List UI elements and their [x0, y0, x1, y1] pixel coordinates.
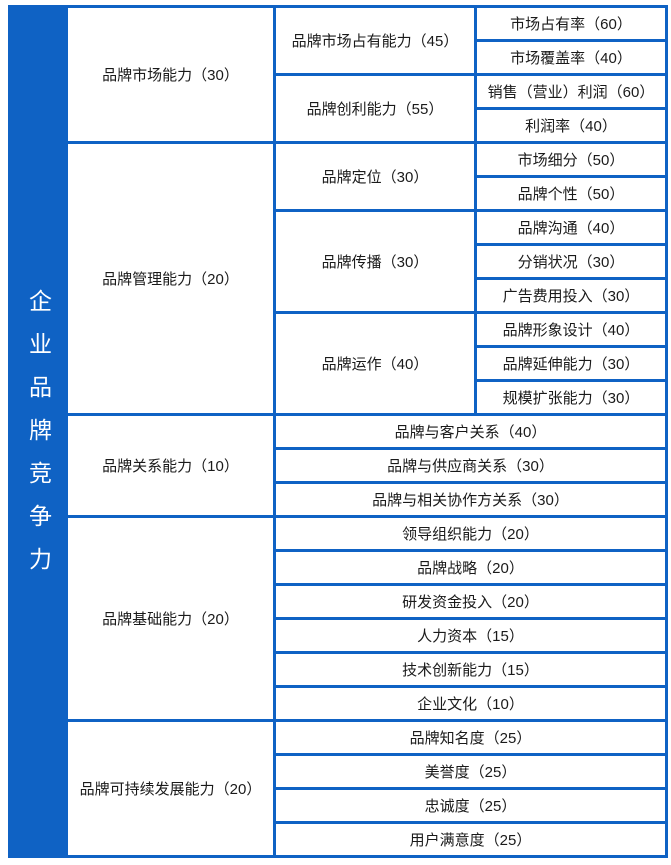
leaf-cell: 品牌形象设计（40）	[474, 311, 668, 348]
table-row: 品牌可持续发展能力（20） 品牌知名度（25）	[10, 719, 668, 858]
table-row: 品牌关系能力（10） 品牌与客户关系（40）	[10, 413, 668, 518]
table-row: 品牌运作（40） 品牌形象设计（40）	[10, 311, 668, 416]
table-row: 品牌管理能力（20） 品牌定位（30） 市场细分（50）	[10, 141, 668, 416]
leaf-cell: 品牌与客户关系（40）	[273, 413, 668, 450]
leaf-cell: 规模扩张能力（30）	[474, 379, 668, 416]
leaf-cell: 人力资本（15）	[273, 617, 668, 654]
leaf-cell: 品牌战略（20）	[273, 549, 668, 586]
level2-cell-communication: 品牌传播（30）	[273, 209, 477, 314]
table-row: 广告费用投入（30）	[10, 277, 668, 314]
table-row: 利润率（40）	[10, 107, 668, 144]
table-row: 品牌基础能力（20） 领导组织能力（20）	[10, 515, 668, 722]
table-row: 品牌与相关协作方关系（30）	[10, 481, 668, 518]
level2-cell-profit-ability: 品牌创利能力（55）	[273, 73, 477, 144]
table-row: 技术创新能力（15）	[10, 651, 668, 688]
table-row: 品牌与供应商关系（30）	[10, 447, 668, 484]
leaf-cell: 忠诚度（25）	[273, 787, 668, 824]
leaf-cell: 技术创新能力（15）	[273, 651, 668, 688]
leaf-cell: 销售（营业）利润（60）	[474, 73, 668, 110]
table-row: 忠诚度（25）	[10, 787, 668, 824]
brand-competitiveness-table: 企业品牌竞争力 品牌市场能力（30） 品牌市场占有能力（45） 市场占有率（60…	[8, 5, 668, 858]
leaf-cell: 分销状况（30）	[474, 243, 668, 280]
table-row: 研发资金投入（20）	[10, 583, 668, 620]
table-row: 品牌战略（20）	[10, 549, 668, 586]
root-title-cell: 企业品牌竞争力	[8, 5, 68, 858]
level2-cell-market-share-ability: 品牌市场占有能力（45）	[273, 5, 477, 76]
leaf-cell: 广告费用投入（30）	[474, 277, 668, 314]
leaf-cell: 市场覆盖率（40）	[474, 39, 668, 76]
level1-cell-sustainable: 品牌可持续发展能力（20）	[65, 719, 276, 858]
table-row: 企业文化（10）	[10, 685, 668, 722]
level1-cell-foundation: 品牌基础能力（20）	[65, 515, 276, 722]
table-row: 分销状况（30）	[10, 243, 668, 280]
level1-cell-market: 品牌市场能力（30）	[65, 5, 276, 144]
table-row: 市场覆盖率（40）	[10, 39, 668, 76]
table-row: 品牌传播（30） 品牌沟通（40）	[10, 209, 668, 314]
leaf-cell: 企业文化（10）	[273, 685, 668, 722]
level1-cell-management: 品牌管理能力（20）	[65, 141, 276, 416]
table-row: 品牌延伸能力（30）	[10, 345, 668, 382]
table-row: 企业品牌竞争力 品牌市场能力（30） 品牌市场占有能力（45） 市场占有率（60…	[8, 5, 668, 858]
leaf-cell: 市场细分（50）	[474, 141, 668, 178]
level1-cell-relationship: 品牌关系能力（10）	[65, 413, 276, 518]
table-row: 用户满意度（25）	[10, 821, 668, 858]
leaf-cell: 品牌延伸能力（30）	[474, 345, 668, 382]
leaf-cell: 品牌个性（50）	[474, 175, 668, 212]
table-row: 人力资本（15）	[10, 617, 668, 654]
leaf-cell: 品牌知名度（25）	[273, 719, 668, 756]
leaf-cell: 领导组织能力（20）	[273, 515, 668, 552]
leaf-cell: 品牌沟通（40）	[474, 209, 668, 246]
leaf-cell: 市场占有率（60）	[474, 5, 668, 42]
leaf-cell: 美誉度（25）	[273, 753, 668, 790]
table-row: 美誉度（25）	[10, 753, 668, 790]
leaf-cell: 用户满意度（25）	[273, 821, 668, 858]
leaf-cell: 品牌与供应商关系（30）	[273, 447, 668, 484]
leaf-cell: 利润率（40）	[474, 107, 668, 144]
table-row: 品牌创利能力（55） 销售（营业）利润（60）	[10, 73, 668, 144]
table-row: 规模扩张能力（30）	[10, 379, 668, 416]
level2-cell-positioning: 品牌定位（30）	[273, 141, 477, 212]
table-row: 品牌个性（50）	[10, 175, 668, 212]
root-title: 企业品牌竞争力	[25, 289, 52, 590]
leaf-cell: 研发资金投入（20）	[273, 583, 668, 620]
leaf-cell: 品牌与相关协作方关系（30）	[273, 481, 668, 518]
level2-cell-operation: 品牌运作（40）	[273, 311, 477, 416]
